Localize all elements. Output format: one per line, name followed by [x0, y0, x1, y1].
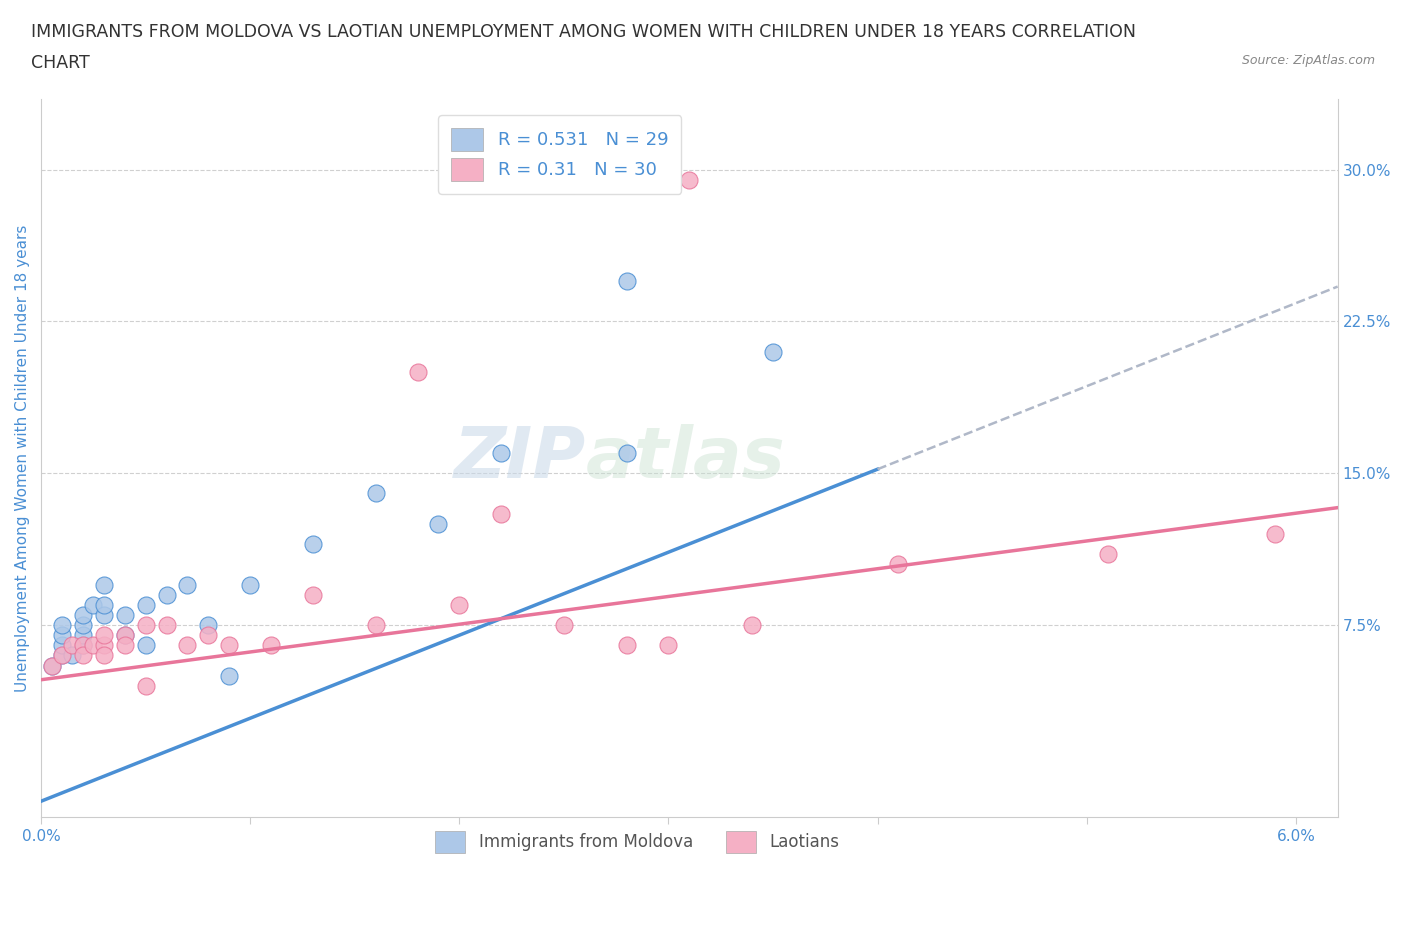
Point [1264, 526, 1286, 541]
Point [155, 587, 177, 602]
Y-axis label: Unemployment Among Women with Children Under 18 years: Unemployment Among Women with Children U… [15, 224, 30, 692]
Point [449, 597, 471, 612]
Point [406, 365, 429, 379]
Point [657, 638, 679, 653]
Point [93, 638, 115, 653]
Point [51, 618, 73, 632]
Point [302, 587, 325, 602]
Point [114, 607, 136, 622]
Point [155, 618, 177, 632]
Point [51, 648, 73, 663]
Point [72, 607, 94, 622]
Point [135, 638, 157, 653]
Text: IMMIGRANTS FROM MOLDOVA VS LAOTIAN UNEMPLOYMENT AMONG WOMEN WITH CHILDREN UNDER : IMMIGRANTS FROM MOLDOVA VS LAOTIAN UNEMP… [31, 23, 1136, 41]
Point [302, 537, 325, 551]
Point [616, 445, 638, 460]
Point [51, 648, 73, 663]
Point [197, 618, 219, 632]
Point [72, 638, 94, 653]
Point [51, 638, 73, 653]
Text: ZIP: ZIP [453, 423, 586, 493]
Point [364, 486, 387, 501]
Text: atlas: atlas [586, 423, 786, 493]
Point [887, 557, 910, 572]
Point [1097, 547, 1119, 562]
Point [762, 344, 785, 359]
Point [93, 628, 115, 643]
Point [93, 578, 115, 592]
Point [93, 607, 115, 622]
Point [260, 638, 283, 653]
Point [553, 618, 575, 632]
Point [114, 638, 136, 653]
Point [135, 678, 157, 693]
Point [41, 658, 63, 673]
Point [616, 273, 638, 288]
Point [93, 648, 115, 663]
Text: Source: ZipAtlas.com: Source: ZipAtlas.com [1241, 54, 1375, 67]
Point [176, 638, 198, 653]
Point [239, 578, 262, 592]
Point [427, 516, 450, 531]
Point [72, 618, 94, 632]
Point [62, 638, 84, 653]
Point [218, 638, 240, 653]
Point [364, 618, 387, 632]
Point [82, 638, 104, 653]
Text: CHART: CHART [31, 54, 90, 72]
Legend: Immigrants from Moldova, Laotians: Immigrants from Moldova, Laotians [429, 825, 846, 859]
Point [114, 628, 136, 643]
Point [72, 648, 94, 663]
Point [72, 628, 94, 643]
Point [51, 628, 73, 643]
Point [72, 638, 94, 653]
Point [135, 618, 157, 632]
Point [93, 597, 115, 612]
Point [197, 628, 219, 643]
Point [176, 578, 198, 592]
Point [616, 638, 638, 653]
Point [489, 445, 512, 460]
Point [135, 597, 157, 612]
Point [62, 648, 84, 663]
Point [489, 506, 512, 521]
Point [741, 618, 763, 632]
Point [41, 658, 63, 673]
Point [678, 172, 700, 187]
Point [218, 669, 240, 684]
Point [114, 628, 136, 643]
Point [82, 597, 104, 612]
